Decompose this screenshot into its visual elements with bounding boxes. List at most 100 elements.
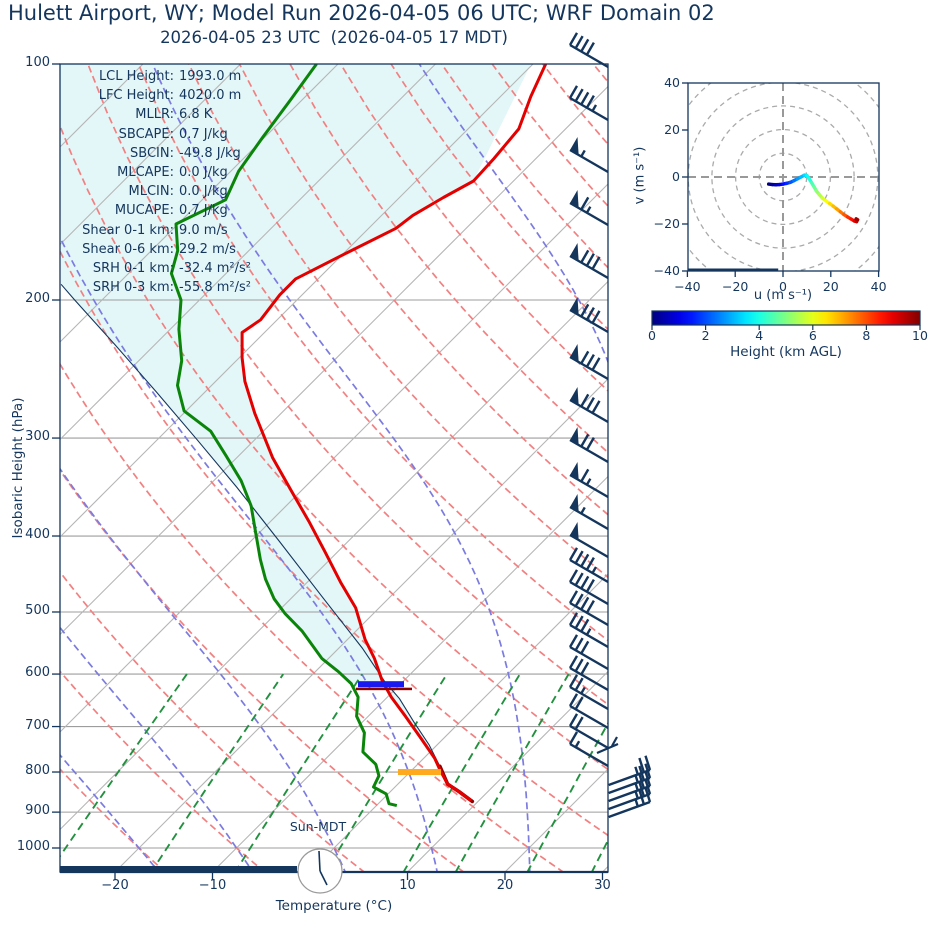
hodograph-x-tick-label: 0 — [779, 279, 787, 294]
stat-value: 4020.0 m — [179, 88, 242, 104]
wind-barb — [568, 569, 609, 606]
lfc-marker-bar — [358, 681, 404, 688]
hodograph-x-tick-label: 40 — [870, 279, 887, 294]
colorbar-tick-label: 0 — [648, 328, 656, 343]
wind-barb-column — [568, 32, 652, 819]
stat-value: 0.0 J/kg — [179, 165, 228, 181]
dry-adiabat-line — [440, 64, 608, 269]
stat-value: -32.4 m²/s² — [179, 261, 252, 277]
stat-value: 0.7 J/kg — [179, 203, 228, 219]
stat-row: SRH 0-3 km: -55.8 m²/s² — [62, 278, 251, 297]
dry-adiabat-line — [60, 570, 366, 872]
stat-row: Shear 0-6 km: 29.2 m/s — [62, 240, 251, 259]
dry-adiabat-line — [60, 468, 465, 872]
hodograph-y-tick-label: 0 — [672, 169, 680, 184]
mixing-ratio-line — [234, 673, 363, 872]
isotherm-line — [60, 183, 608, 733]
mixing-ratio-line — [590, 838, 608, 872]
dry-adiabat-line — [644, 64, 928, 873]
stat-row: LCL Height: 1993.0 m — [62, 67, 251, 86]
hodograph-ground-bar — [688, 268, 779, 271]
wind-barb — [568, 32, 609, 69]
isotherm-line — [504, 768, 608, 872]
stat-label: MUCAPE: — [114, 203, 174, 219]
wind-barb — [568, 674, 609, 711]
mixing-ratio-line — [324, 673, 448, 872]
wind-barb-se — [608, 763, 652, 795]
stats-panel: LCL Height: 1993.0 m LFC Height: 4020.0 m ML… — [62, 67, 251, 297]
isotherm-line — [114, 378, 608, 872]
pressure-tick-label: 300 — [25, 429, 50, 445]
wind-barb — [568, 590, 609, 627]
stat-label: LFC Height: — [98, 88, 174, 104]
hodograph — [682, 82, 880, 277]
pressure-tick-label: 600 — [25, 665, 50, 681]
colorbar — [651, 310, 921, 330]
dry-adiabat-line — [238, 64, 608, 516]
isotherm-line — [407, 670, 608, 872]
pressure-tick-label: 800 — [25, 763, 50, 779]
colorbar-tick-label: 10 — [912, 328, 928, 343]
isotherm-line — [60, 64, 339, 343]
wind-barb — [568, 85, 609, 122]
wind-barb — [569, 344, 609, 381]
moist-adiabat-line — [60, 626, 254, 872]
wind-barb — [568, 731, 609, 768]
hodograph-x-tick-label: 20 — [822, 279, 839, 294]
skewt-background — [60, 58, 928, 875]
temperature-tick-label: −10 — [198, 878, 227, 893]
wind-barb — [569, 190, 609, 227]
hodograph-y-label: v (m s⁻¹) — [632, 146, 648, 205]
stat-label: SBCIN: — [130, 145, 174, 161]
shaded-region — [60, 64, 531, 684]
pressure-tick-label: 1000 — [16, 839, 50, 854]
moist-adiabat-line — [151, 64, 531, 872]
hodograph-y-tick-label: −40 — [653, 263, 680, 278]
lcl-marker-bar — [398, 769, 441, 776]
stat-value: 1993.0 m — [179, 69, 242, 84]
wind-barb-se — [608, 779, 652, 811]
wind-barb — [569, 494, 609, 531]
wind-barb — [568, 693, 609, 730]
wind-barb — [569, 522, 609, 559]
hodograph-x-tick-label: −40 — [674, 279, 701, 294]
dry-adiabat-line — [846, 64, 928, 873]
hodograph-x-tick-label: −20 — [721, 279, 749, 294]
stat-label: MLLR: — [135, 107, 174, 123]
hodograph-x-label: u (m s⁻¹) — [753, 288, 813, 303]
pressure-tick-label: 700 — [25, 717, 50, 733]
stat-row: MLLR: 6.8 K — [62, 105, 251, 124]
sun-clock-icon — [297, 848, 343, 894]
temperature-curve — [240, 64, 548, 802]
moist-adiabat-line — [911, 58, 928, 875]
mixing-ratio-line — [526, 721, 608, 872]
hodograph-range-ring — [734, 128, 832, 226]
moist-adiabat-line — [718, 58, 843, 875]
dry-adiabat-line — [60, 362, 565, 872]
stat-value: 0.0 J/kg — [179, 184, 228, 200]
moist-adiabat-line — [60, 467, 347, 872]
wind-barb — [568, 547, 609, 584]
colorbar-tick-label: 6 — [808, 328, 817, 343]
stat-label: LCL Height: — [98, 69, 174, 84]
hodograph-y-tick-label: 40 — [664, 75, 680, 90]
wind-barb — [569, 137, 609, 174]
mixing-ratio-line — [60, 673, 188, 858]
below-ground-bar — [60, 866, 297, 873]
wind-barb — [568, 634, 609, 671]
isotherm-line — [212, 475, 608, 872]
stat-row: MLCIN: 0.0 J/kg — [62, 182, 251, 201]
wind-barb — [568, 655, 609, 692]
wind-barb — [568, 612, 609, 649]
valid-time-subtitle: 2026-04-05 23 UTC (2026-04-05 17 MDT) — [160, 28, 508, 47]
dry-adiabat-line — [795, 64, 928, 873]
stat-label: Shear 0-1 km: — [82, 222, 174, 238]
dry-adiabat-line — [491, 64, 608, 208]
isotherm-line — [60, 64, 436, 441]
hodograph-y-tick-label: 20 — [664, 122, 680, 137]
hodograph-y-tick-label: −20 — [653, 216, 680, 231]
isotherm-line — [309, 573, 608, 872]
dry-adiabat-line — [137, 64, 608, 642]
colorbar-tick-label: 8 — [862, 328, 871, 343]
